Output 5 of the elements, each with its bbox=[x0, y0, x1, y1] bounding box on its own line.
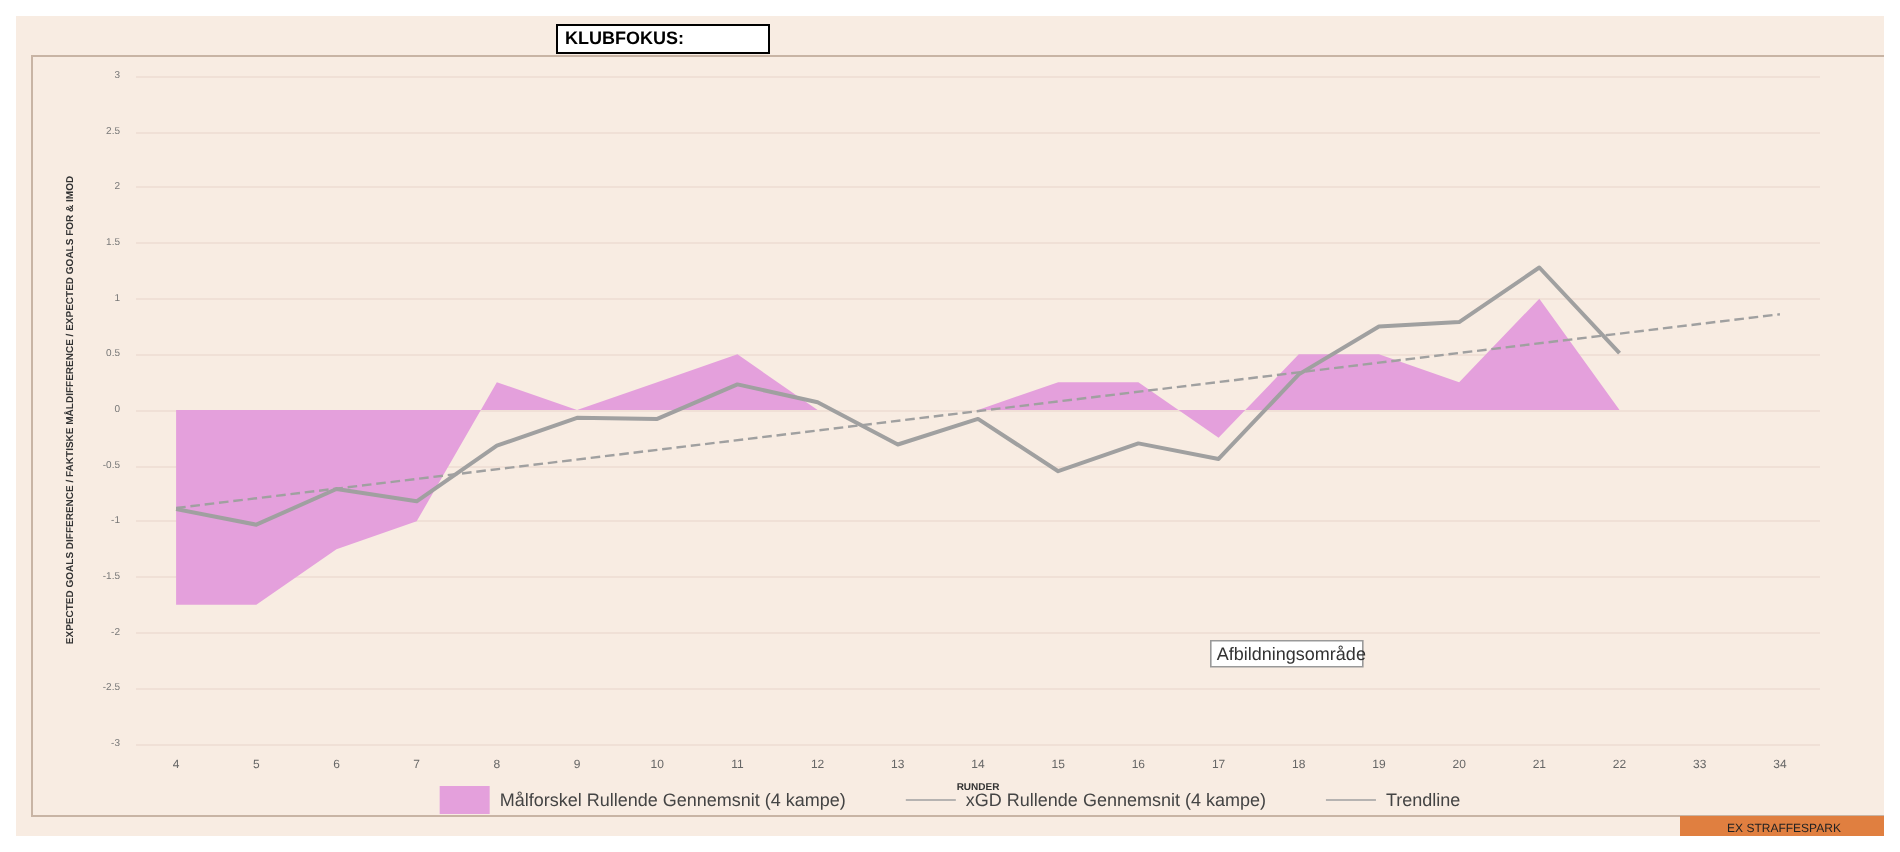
legend-label: xGD Rullende Gennemsnit (4 kampe) bbox=[965, 790, 1266, 810]
annotation: Afbildningsområde bbox=[1216, 643, 1366, 664]
legend-label: Målforskel Rullende Gennemsnit (4 kampe) bbox=[499, 790, 846, 810]
legend-label: Trendline bbox=[1385, 790, 1461, 810]
chart-title: KLUBFOKUS: bbox=[565, 28, 684, 48]
